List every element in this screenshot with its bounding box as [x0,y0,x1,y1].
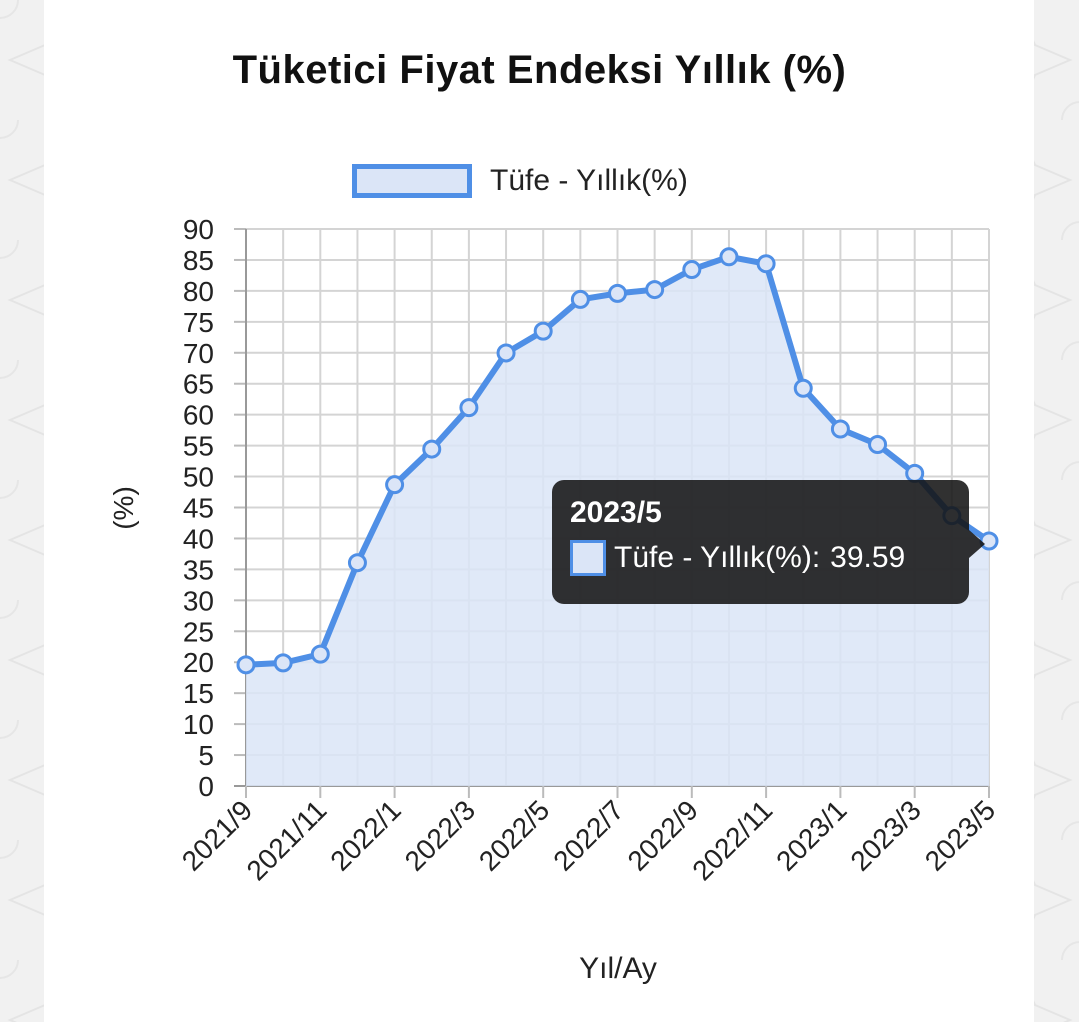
y-tick-label: 75 [183,307,214,338]
x-tick-label: 2022/3 [399,794,481,876]
y-tick-label: 35 [183,554,214,585]
y-tick-label: 80 [183,276,214,307]
data-point [905,463,925,483]
y-tick-label: 25 [183,616,214,647]
chart-title: Tüketici Fiyat Endeksi Yıllık (%) [232,48,847,92]
y-tick-label: 40 [183,523,214,554]
x-tick-label: 2021/11 [241,794,333,886]
data-point [273,653,293,673]
y-tick-label: 70 [183,338,214,369]
data-point [385,475,405,495]
y-tick-label: 10 [183,709,214,740]
y-tick-label: 85 [183,245,214,276]
data-point [347,553,367,573]
x-tick-label: 2023/3 [844,794,926,876]
y-tick-label: 60 [183,400,214,431]
data-point [570,289,590,309]
y-tick-label: 20 [183,647,214,678]
data-point [496,343,516,363]
y-tick-label: 45 [183,493,214,524]
legend-swatch [352,164,472,198]
y-tick-label: 55 [183,431,214,462]
data-point [422,439,442,459]
data-point [868,434,888,454]
x-tick-label: 2022/7 [547,794,629,876]
data-point [645,280,665,300]
data-point [756,254,776,274]
x-tick-label: 2022/1 [324,794,406,876]
y-tick-label: 65 [183,369,214,400]
x-tick-label: 2022/5 [473,794,555,876]
data-point [793,378,813,398]
y-tick-label: 50 [183,462,214,493]
tooltip-arrow [969,530,985,558]
y-tick-label: 15 [183,678,214,709]
y-tick-label: 5 [198,740,214,771]
data-point [682,260,702,280]
x-axis-title: Yıl/Ay [579,952,657,985]
y-tick-label: 0 [198,771,214,802]
x-tick-label: 2023/1 [770,794,852,876]
data-point [608,283,627,303]
tooltip-swatch [570,540,606,576]
legend-label: Tüfe - Yıllık(%) [490,164,688,197]
y-axis-title: (%) [108,486,139,530]
data-point [830,419,850,439]
y-tick-label: 90 [183,214,214,245]
data-point [533,321,553,341]
tooltip-value: 39.59 [830,541,906,574]
data-tooltip: 2023/5 Tüfe - Yıllık(%): 39.59 [552,480,985,604]
data-point [236,655,256,675]
tooltip-label: Tüfe - Yıllık(%): [614,541,821,574]
legend-item[interactable]: Tüfe - Yıllık(%) [352,158,688,204]
data-point [310,644,330,664]
tooltip-title: 2023/5 [570,496,662,529]
y-tick-label: 30 [183,585,214,616]
data-point [719,247,739,267]
x-tick-label: 2023/5 [919,794,1001,876]
data-point [459,398,479,418]
x-tick-label: 2022/11 [686,794,778,886]
